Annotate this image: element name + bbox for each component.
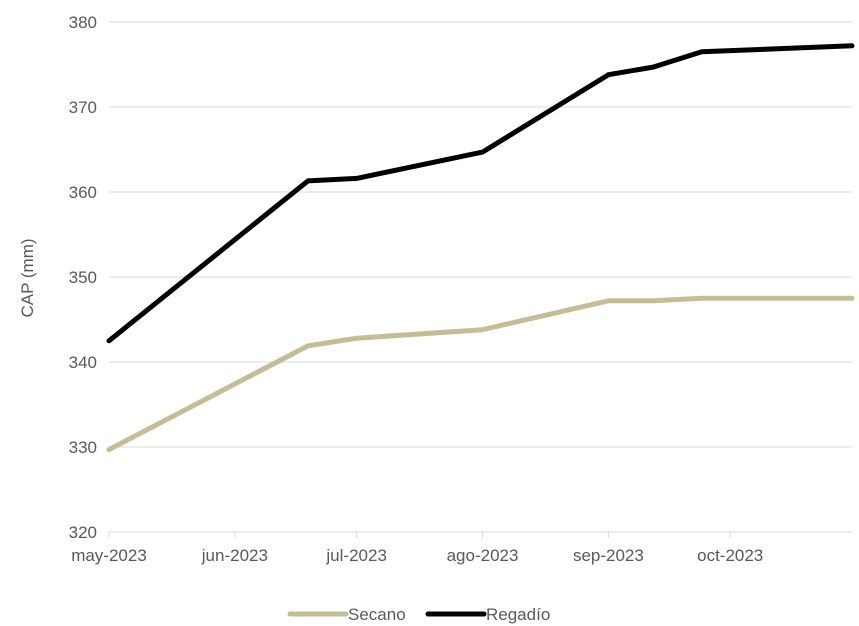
gridlines: [109, 21, 852, 533]
y-axis-title: CAP (mm): [18, 238, 37, 317]
x-tick-label: oct-2023: [697, 546, 763, 565]
series-line-secano: [106, 295, 855, 453]
x-tick-label: jul-2023: [325, 546, 387, 565]
legend-label-regadio: Regadío: [486, 605, 550, 624]
legend: Secano Regadío: [287, 605, 550, 624]
y-tick-label: 330: [69, 438, 97, 457]
y-tick-label: 380: [69, 13, 97, 32]
x-tick-label: may-2023: [71, 546, 147, 565]
y-tick-label: 370: [69, 98, 97, 117]
legend-label-secano: Secano: [348, 605, 406, 624]
y-axis: 320 330 340 350 360 370 380: [69, 13, 97, 542]
y-tick-label: 320: [69, 523, 97, 542]
series-line-regadio: [106, 43, 855, 344]
y-tick-label: 340: [69, 353, 97, 372]
series-lines: [106, 43, 855, 453]
x-tick-label: sep-2023: [573, 546, 644, 565]
x-axis: may-2023 jun-2023 jul-2023 ago-2023 sep-2023…: [71, 531, 852, 565]
x-tick-label: ago-2023: [447, 546, 519, 565]
y-tick-label: 360: [69, 183, 97, 202]
y-tick-label: 350: [69, 268, 97, 287]
x-tick-label: jun-2023: [201, 546, 268, 565]
